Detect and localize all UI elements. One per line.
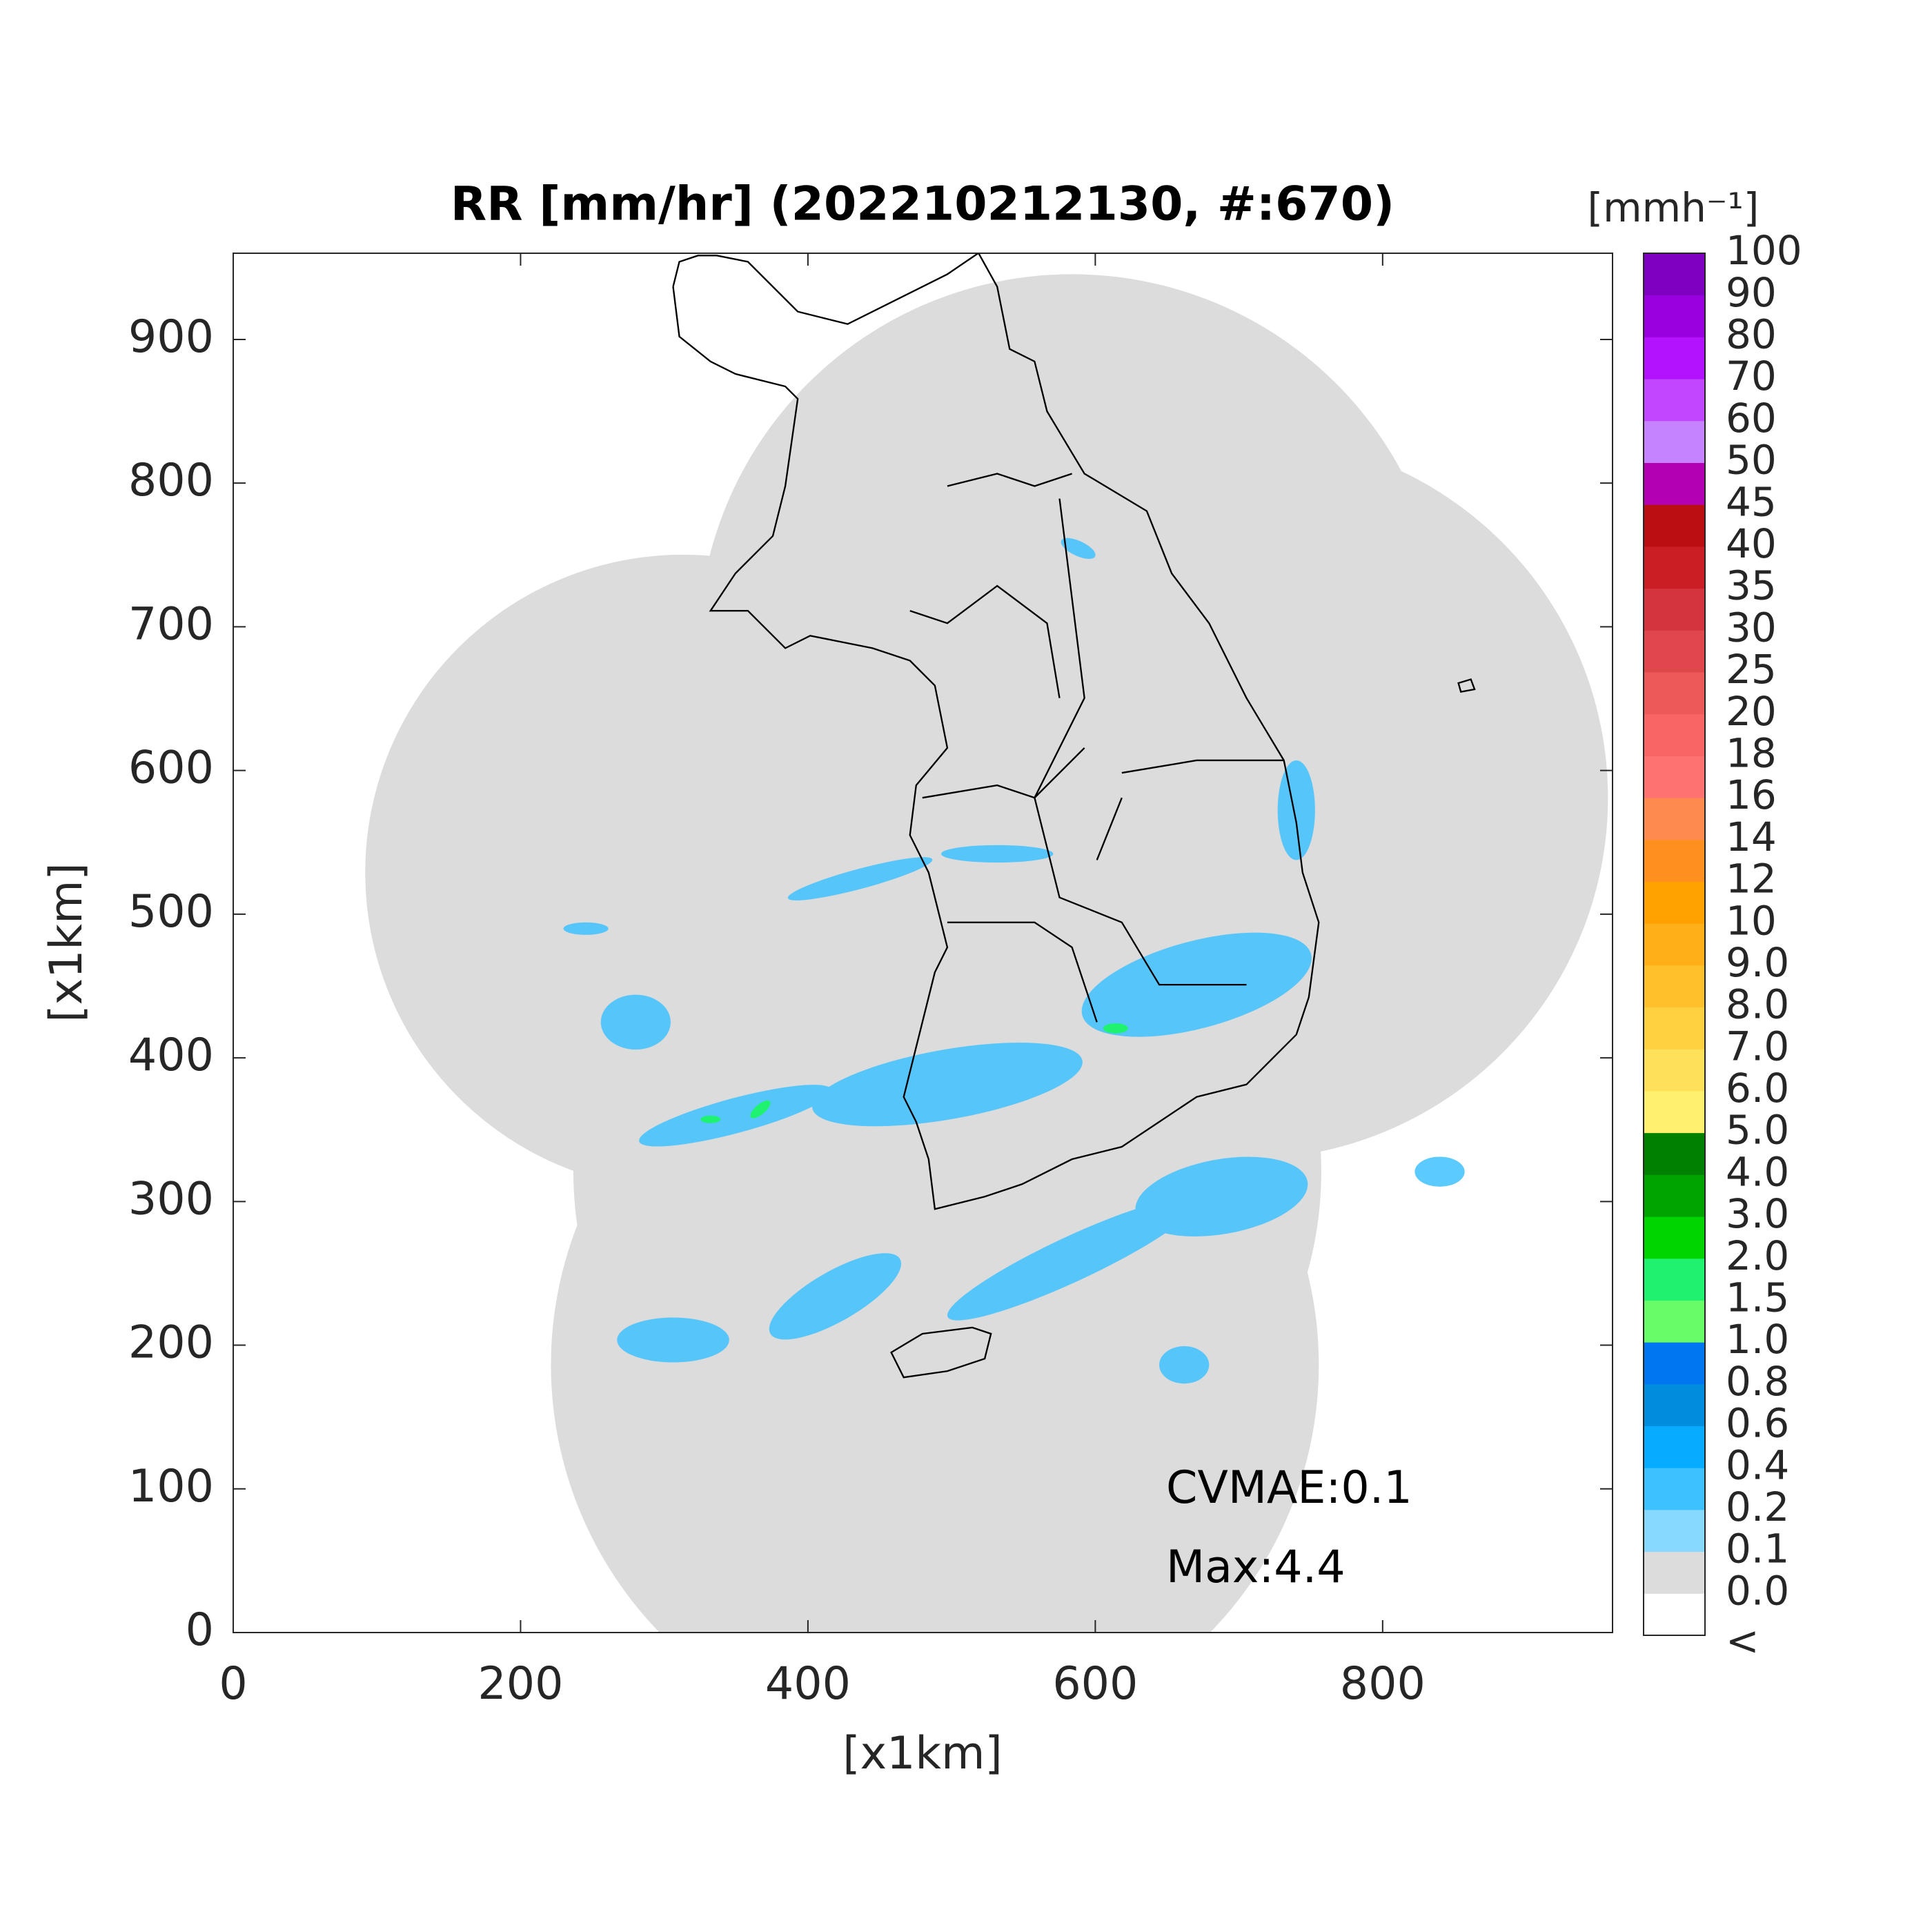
y-tick-label: 600 xyxy=(128,742,214,794)
colorbar-tick-label: 45 xyxy=(1726,478,1777,525)
colorbar-bin xyxy=(1644,588,1705,631)
colorbar-tick-label: 50 xyxy=(1726,437,1777,484)
colorbar-tick-label: 10 xyxy=(1726,897,1777,944)
colorbar-tick-label: 12 xyxy=(1726,856,1777,903)
x-tick-label: 200 xyxy=(477,1658,563,1710)
colorbar-tick-label: 7.0 xyxy=(1726,1023,1789,1070)
colorbar-tick-label: 20 xyxy=(1726,688,1777,735)
colorbar-tick-label: 0.1 xyxy=(1726,1526,1789,1573)
colorbar-bin xyxy=(1644,1593,1705,1636)
colorbar-tick-label: 40 xyxy=(1726,520,1777,567)
colorbar-tick-label: 1.5 xyxy=(1726,1274,1789,1321)
colorbar-bin xyxy=(1644,1468,1705,1510)
x-tick-label: 600 xyxy=(1052,1658,1138,1710)
colorbar-tick-label: < xyxy=(1726,1617,1759,1664)
y-tick-label: 200 xyxy=(128,1317,214,1369)
colorbar-bin xyxy=(1644,671,1705,715)
y-tick-label: 400 xyxy=(128,1029,214,1081)
x-axis-label: [x1km] xyxy=(842,1728,1003,1780)
colorbar-tick-label: 60 xyxy=(1726,395,1777,442)
colorbar-tick-label: 90 xyxy=(1726,269,1777,316)
colorbar-bin xyxy=(1644,923,1705,966)
radar-coverage xyxy=(365,253,1608,1633)
colorbar-bin xyxy=(1644,1174,1705,1217)
coastline xyxy=(672,253,1476,1379)
colorbar-tick-label: 4.0 xyxy=(1726,1148,1789,1195)
colorbar-tick-label: 9.0 xyxy=(1726,939,1789,986)
colorbar-bin xyxy=(1644,965,1705,1008)
x-tick-label: 800 xyxy=(1340,1658,1426,1710)
x-tick-label: 0 xyxy=(219,1658,247,1710)
annotation: Max:4.4 xyxy=(1166,1541,1346,1593)
colorbar-tick-label: 70 xyxy=(1726,353,1777,400)
colorbar-tick-label: 1.0 xyxy=(1726,1316,1789,1363)
colorbar-bin xyxy=(1644,295,1705,337)
colorbar-bin xyxy=(1644,839,1705,882)
colorbar-bin xyxy=(1644,462,1705,505)
colorbar-bin xyxy=(1644,1383,1705,1427)
y-axis-label: [x1km] xyxy=(41,862,92,1023)
colorbar-tick-label: 0.0 xyxy=(1726,1567,1789,1614)
colorbar-bin xyxy=(1644,1342,1705,1385)
colorbar-bin xyxy=(1644,1300,1705,1343)
x-tick-label: 400 xyxy=(765,1658,851,1710)
colorbar-bin xyxy=(1644,1216,1705,1259)
colorbar-bin xyxy=(1644,881,1705,924)
y-tick-label: 0 xyxy=(186,1604,214,1656)
colorbar-bin xyxy=(1644,1090,1705,1134)
y-tick-label: 100 xyxy=(128,1461,214,1512)
annotation: CVMAE:0.1 xyxy=(1166,1462,1412,1514)
colorbar-tick-label: 8.0 xyxy=(1726,981,1789,1028)
colorbar-bin xyxy=(1644,1007,1705,1049)
colorbar-bin xyxy=(1644,1258,1705,1301)
colorbar-bin xyxy=(1644,1509,1705,1552)
rain-echo-strong xyxy=(700,1023,1128,1123)
colorbar-bin xyxy=(1644,420,1705,463)
colorbar-tick-label: 2.0 xyxy=(1726,1232,1789,1279)
colorbar-tick-label: 100 xyxy=(1726,227,1802,274)
colorbar-tick-label: 14 xyxy=(1726,814,1777,860)
colorbar-bin xyxy=(1644,504,1705,547)
colorbar-tick-label: 3.0 xyxy=(1726,1190,1789,1237)
y-tick-label: 900 xyxy=(128,311,214,363)
colorbar-bin xyxy=(1644,1426,1705,1468)
y-tick-label: 800 xyxy=(128,455,214,506)
colorbar-tick-label: 0.2 xyxy=(1726,1483,1789,1530)
colorbar-tick-label: 25 xyxy=(1726,646,1777,693)
colorbar-bin xyxy=(1644,630,1705,673)
colorbar-tick-label: 16 xyxy=(1726,771,1777,818)
colorbar-tick-label: 0.4 xyxy=(1726,1441,1789,1488)
chart-title: RR [mm/hr] (202210212130, #:670) xyxy=(451,177,1394,232)
colorbar-label: [mmh⁻¹] xyxy=(1588,184,1759,231)
colorbar-bin xyxy=(1644,379,1705,422)
colorbar-tick-label: 35 xyxy=(1726,562,1777,609)
map-area xyxy=(365,253,1608,1633)
colorbar-tick-label: 30 xyxy=(1726,604,1777,651)
colorbar-bin xyxy=(1644,1049,1705,1092)
colorbar-frame xyxy=(1643,253,1706,1636)
colorbar-tick-label: 80 xyxy=(1726,311,1777,358)
colorbar-bin xyxy=(1644,1132,1705,1175)
colorbar-bin xyxy=(1644,756,1705,798)
colorbar-tick-label: 18 xyxy=(1726,729,1777,776)
plot-frame xyxy=(233,253,1613,1633)
colorbar-tick-label: 0.8 xyxy=(1726,1358,1789,1405)
colorbar-tick-label: 0.6 xyxy=(1726,1400,1789,1447)
colorbar-tick-label: 6.0 xyxy=(1726,1065,1789,1112)
colorbar-bin xyxy=(1644,798,1705,840)
colorbar-bin xyxy=(1644,546,1705,589)
colorbar-bin xyxy=(1644,337,1705,379)
y-tick-label: 300 xyxy=(128,1173,214,1225)
colorbar-bin xyxy=(1644,1551,1705,1594)
y-tick-label: 700 xyxy=(128,598,214,650)
y-tick-label: 500 xyxy=(128,886,214,938)
colorbar-tick-label: 5.0 xyxy=(1726,1107,1789,1154)
colorbar-bin xyxy=(1644,713,1705,756)
colorbar-bin xyxy=(1644,253,1705,296)
